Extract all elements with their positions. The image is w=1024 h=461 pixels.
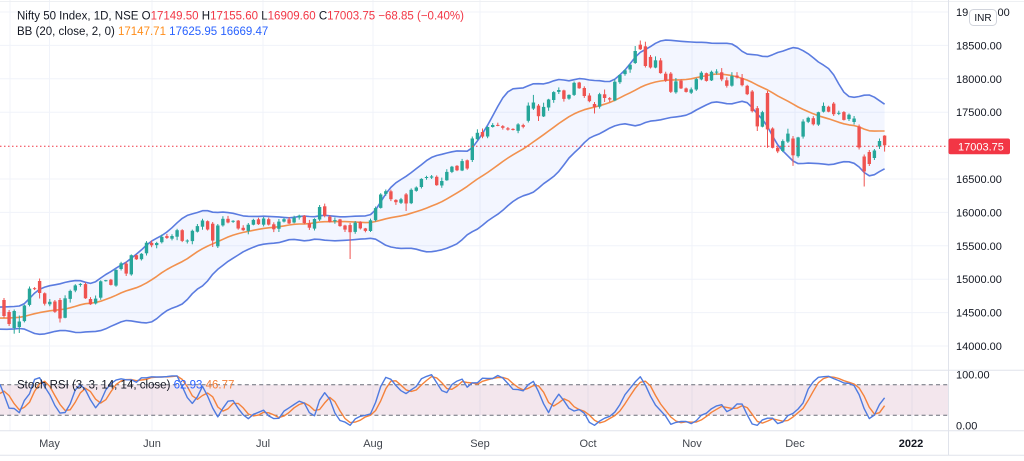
svg-text:May: May [39,438,60,450]
svg-text:Nov: Nov [682,438,702,450]
svg-text:INR: INR [974,13,991,24]
svg-text:17003.75: 17003.75 [958,141,1004,153]
svg-text:Aug: Aug [363,438,383,450]
svg-text:00: 00 [998,7,1010,19]
svg-text:18500.00: 18500.00 [956,40,1002,52]
svg-text:Sep: Sep [470,438,490,450]
svg-text:15000.00: 15000.00 [956,274,1002,286]
svg-text:Dec: Dec [785,438,805,450]
svg-text:2022: 2022 [899,438,923,450]
svg-text:Stoch RSI (3, 3, 14, 14, close: Stoch RSI (3, 3, 14, 14, close) 62.93 46… [17,380,234,392]
svg-text:100.00: 100.00 [956,370,990,382]
svg-text:0.00: 0.00 [956,420,977,432]
svg-text:15500.00: 15500.00 [956,241,1002,253]
svg-text:17500.00: 17500.00 [956,107,1002,119]
svg-text:Jul: Jul [256,438,270,450]
svg-text:Jun: Jun [143,438,161,450]
svg-text:16500.00: 16500.00 [956,174,1002,186]
svg-text:19: 19 [956,7,968,19]
svg-text:16000.00: 16000.00 [956,207,1002,219]
svg-text:18000.00: 18000.00 [956,74,1002,86]
svg-text:BB (20, close, 2, 0) 17147.71: BB (20, close, 2, 0) 17147.71 17625.95 1… [17,26,268,38]
svg-text:Oct: Oct [579,438,596,450]
svg-text:Nifty 50 Index, 1D, NSE O1714: Nifty 50 Index, 1D, NSE O17149.50 H17155… [17,11,464,23]
svg-text:14500.00: 14500.00 [956,308,1002,320]
svg-text:14000.00: 14000.00 [956,341,1002,353]
